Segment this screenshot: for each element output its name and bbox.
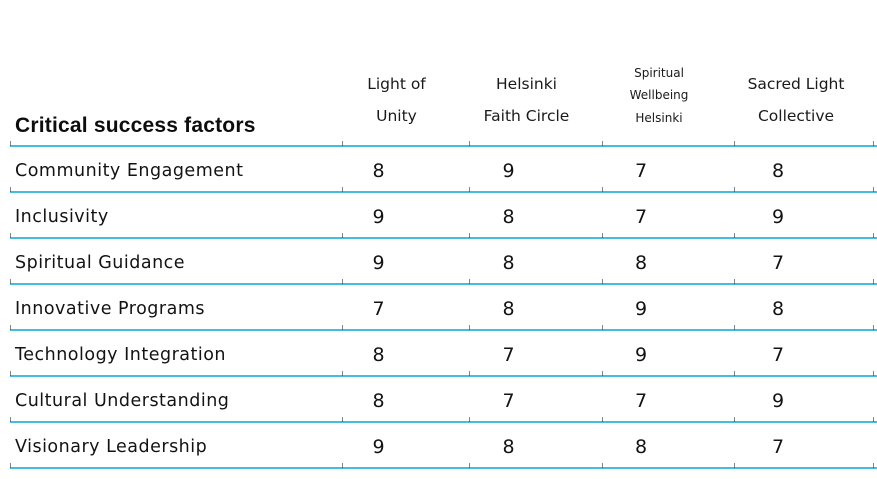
score-cell: 8 — [469, 192, 603, 239]
table-body: Community Engagement 8 9 7 8 Inclusivity 9 8 7 9 S… — [10, 146, 877, 469]
factor-cell: Cultural Understanding — [10, 376, 343, 423]
score-cell: 8 — [342, 376, 470, 423]
score-cell: 8 — [469, 238, 603, 285]
score-cell: 7 — [734, 330, 877, 377]
factor-cell: Community Engagement — [10, 146, 343, 193]
score-cell: 9 — [734, 376, 877, 423]
score-cell: 8 — [602, 422, 735, 469]
score-cell: 7 — [602, 146, 735, 193]
factors-column-header: Critical success factors — [10, 43, 343, 147]
score-cell: 9 — [602, 330, 735, 377]
score-cell: 7 — [342, 284, 470, 331]
column-header: Helsinki Faith Circle — [469, 43, 603, 147]
table-row: Spiritual Guidance 9 8 8 7 — [10, 238, 877, 285]
score-cell: 7 — [602, 192, 735, 239]
score-cell: 8 — [602, 238, 735, 285]
table-row: Inclusivity 9 8 7 9 — [10, 192, 877, 239]
column-header: Light of Unity — [342, 43, 470, 147]
score-cell: 8 — [734, 284, 877, 331]
table-row: Community Engagement 8 9 7 8 — [10, 146, 877, 193]
factor-cell: Innovative Programs — [10, 284, 343, 331]
table-row: Innovative Programs 7 8 9 8 — [10, 284, 877, 331]
factor-cell: Technology Integration — [10, 330, 343, 377]
score-cell: 9 — [342, 238, 470, 285]
score-cell: 7 — [602, 376, 735, 423]
factor-cell: Spiritual Guidance — [10, 238, 343, 285]
score-cell: 9 — [602, 284, 735, 331]
score-cell: 7 — [734, 422, 877, 469]
score-cell: 8 — [469, 284, 603, 331]
score-cell: 9 — [734, 192, 877, 239]
table-row: Technology Integration 8 7 9 7 — [10, 330, 877, 377]
comparison-table: Critical success factors Light of Unity H… — [10, 43, 877, 469]
column-header: Sacred Light Collective — [734, 43, 877, 147]
score-cell: 8 — [469, 422, 603, 469]
table-row: Cultural Understanding 8 7 7 9 — [10, 376, 877, 423]
score-cell: 8 — [342, 146, 470, 193]
factor-cell: Visionary Leadership — [10, 422, 343, 469]
score-cell: 9 — [342, 192, 470, 239]
table-row: Visionary Leadership 9 8 8 7 — [10, 422, 877, 469]
column-header: Spiritual Wellbeing Helsinki — [602, 43, 735, 147]
score-cell: 9 — [469, 146, 603, 193]
table-header-row: Critical success factors Light of Unity H… — [10, 43, 877, 147]
score-cell: 8 — [734, 146, 877, 193]
score-cell: 9 — [342, 422, 470, 469]
score-cell: 7 — [469, 330, 603, 377]
score-cell: 7 — [469, 376, 603, 423]
score-cell: 7 — [734, 238, 877, 285]
factor-cell: Inclusivity — [10, 192, 343, 239]
score-cell: 8 — [342, 330, 470, 377]
